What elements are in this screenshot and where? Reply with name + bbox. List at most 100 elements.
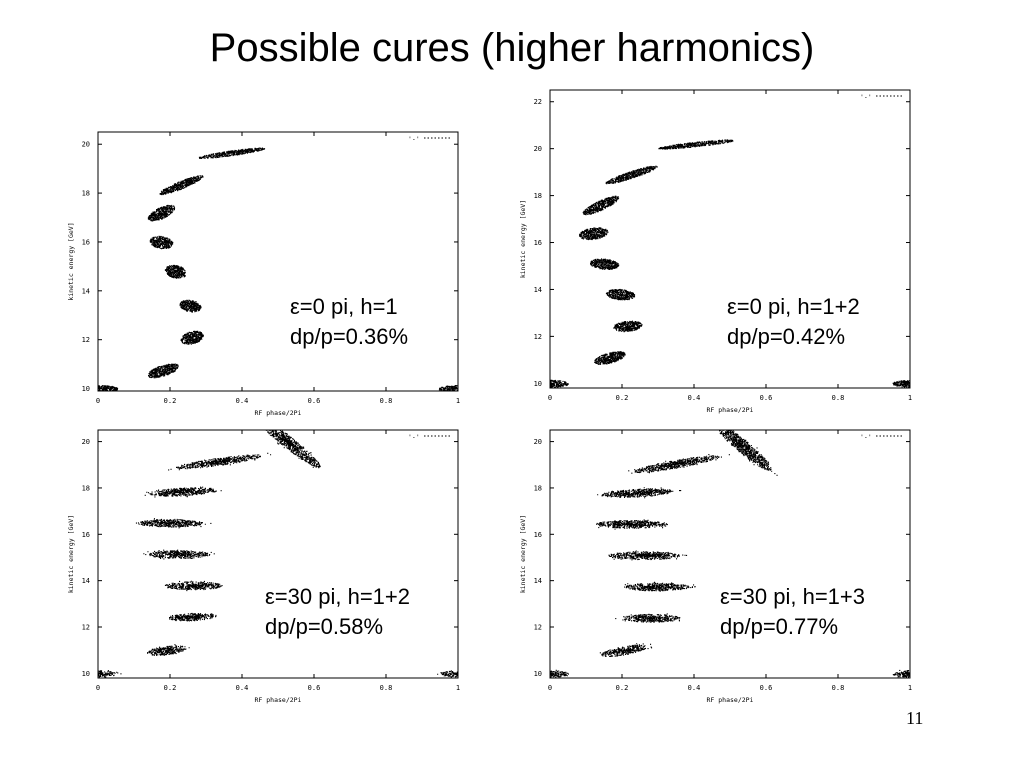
particle-dots — [590, 258, 620, 270]
plot-frame — [97, 429, 459, 679]
phase-space-plot: 0 0.2 0.4 0.6 0.8 1 10 12 14 16 18 20 RF phase/2Pi ki… — [67, 131, 460, 417]
x-tick-label: 0.4 — [236, 684, 249, 692]
x-tick-label: 0.4 — [688, 394, 701, 402]
particle-dots — [98, 670, 122, 678]
x-tick-label: 0 — [548, 394, 552, 402]
particle-bunch — [180, 330, 204, 345]
plot-caption: ε=30 pi, h=1+2 dp/p=0.58% — [265, 582, 410, 642]
particle-bunch — [599, 643, 653, 657]
particle-bunch — [579, 227, 609, 241]
particle-dots — [596, 519, 668, 530]
caption-parameters: ε=0 pi, h=1+2 — [727, 294, 860, 319]
phase-space-plot: 0 0.2 0.4 0.6 0.8 1 10 12 14 16 18 20 RF phase/2Pi ki… — [67, 429, 460, 704]
particle-bunch — [164, 264, 186, 279]
y-tick-label: 12 — [534, 333, 542, 341]
x-tick-label: 0 — [96, 397, 100, 405]
x-tick-label: 1 — [456, 397, 460, 405]
particle-bunch — [437, 670, 458, 678]
x-axis-label: RF phase/2Pi — [707, 696, 754, 704]
particle-dots — [579, 227, 609, 241]
particle-bunch — [658, 139, 734, 150]
particle-dots — [624, 581, 696, 592]
x-axis-label: RF phase/2Pi — [707, 406, 754, 414]
particle-bunch — [149, 235, 174, 250]
y-tick-label: 10 — [534, 670, 542, 678]
y-tick-label: 20 — [534, 145, 542, 153]
plot-frame — [549, 89, 911, 389]
particle-dots — [159, 175, 204, 196]
particle-dots — [597, 487, 682, 499]
particle-dots — [98, 385, 119, 391]
x-axis-label: RF phase/2Pi — [255, 409, 302, 417]
caption-parameters: ε=30 pi, h=1+3 — [720, 584, 865, 609]
x-tick-label: 0.2 — [164, 684, 177, 692]
particle-dots — [605, 165, 658, 185]
y-tick-label: 14 — [82, 287, 90, 295]
particle-bunch — [147, 644, 190, 656]
particle-bunch — [98, 670, 122, 678]
plot-caption: ε=0 pi, h=1 dp/p=0.36% — [290, 292, 408, 352]
particle-dots — [608, 550, 688, 561]
y-tick-label: 16 — [82, 531, 90, 539]
y-tick-label: 18 — [82, 190, 90, 198]
particle-bunch — [717, 430, 778, 476]
particle-bunch — [596, 519, 668, 530]
x-tick-label: 0.8 — [832, 394, 845, 402]
y-tick-label: 16 — [534, 531, 542, 539]
particle-dots — [594, 351, 626, 365]
particle-bunch — [179, 299, 202, 313]
y-tick-label: 20 — [82, 141, 90, 149]
particle-dots — [148, 363, 179, 379]
y-axis-label: kinetic energy [GeV] — [67, 222, 75, 300]
x-tick-label: 1 — [908, 684, 912, 692]
particle-dots — [179, 299, 202, 313]
particle-bunch — [265, 430, 321, 469]
x-tick-label: 0.8 — [832, 684, 845, 692]
particle-bunch — [169, 612, 217, 622]
slide-number: 11 — [906, 708, 924, 728]
y-tick-label: 10 — [534, 380, 542, 388]
y-axis-label: kinetic energy [GeV] — [67, 515, 75, 593]
particle-bunch — [144, 486, 222, 498]
x-tick-label: 0.4 — [236, 397, 249, 405]
particle-dots — [198, 147, 266, 159]
particle-bunch — [159, 175, 204, 196]
particle-bunch — [597, 487, 682, 499]
y-tick-label: 12 — [534, 624, 542, 632]
particle-bunch — [613, 320, 643, 333]
y-tick-label: 12 — [82, 336, 90, 344]
x-tick-label: 0 — [96, 684, 100, 692]
particle-bunch — [198, 147, 266, 159]
x-axis-label: RF phase/2Pi — [255, 696, 302, 704]
particle-bunch — [147, 204, 176, 222]
particle-bunch — [148, 363, 179, 379]
y-tick-label: 18 — [534, 192, 542, 200]
particle-dots — [438, 385, 458, 391]
plot-frame — [97, 131, 459, 392]
x-tick-label: 0.2 — [616, 684, 629, 692]
particle-dots — [164, 264, 186, 279]
caption-parameters: ε=30 pi, h=1+2 — [265, 584, 410, 609]
particle-dots — [599, 643, 653, 657]
particle-bunch — [168, 452, 272, 471]
x-tick-label: 1 — [908, 394, 912, 402]
particle-dots — [615, 613, 681, 623]
caption-momentum-spread: dp/p=0.36% — [290, 324, 409, 349]
y-tick-label: 16 — [82, 238, 90, 246]
particle-dots — [613, 320, 643, 333]
particle-bunch — [98, 385, 119, 391]
y-tick-label: 18 — [534, 484, 542, 492]
slide-title: Possible cures (higher harmonics) — [209, 26, 815, 70]
particle-dots — [168, 452, 272, 471]
particle-dots — [180, 330, 204, 345]
particle-dots — [144, 486, 222, 498]
particle-bunch — [582, 195, 620, 216]
particle-dots — [147, 204, 176, 222]
x-tick-label: 0.8 — [380, 397, 393, 405]
x-tick-label: 0.6 — [760, 684, 773, 692]
legend-label: '-' — [860, 93, 872, 101]
particle-dots — [582, 195, 620, 216]
particle-bunch — [615, 613, 681, 623]
particle-dots — [658, 139, 734, 150]
legend-label: '-' — [408, 433, 420, 441]
